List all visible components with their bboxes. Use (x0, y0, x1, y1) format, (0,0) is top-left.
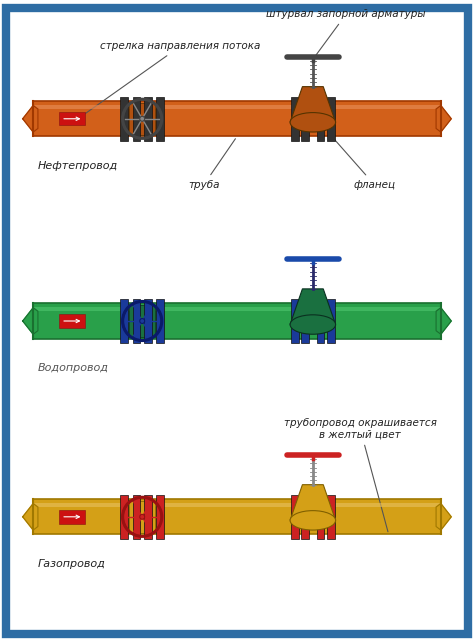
Bar (291, 299, 299, 343)
Polygon shape (436, 308, 451, 334)
Bar (33, 304, 441, 339)
Text: Нефтепровод: Нефтепровод (38, 161, 118, 171)
Bar (129, 305, 155, 337)
Ellipse shape (140, 514, 145, 519)
Text: Газопровод: Газопровод (38, 559, 106, 569)
Bar (33, 101, 441, 137)
Bar (120, 495, 128, 539)
Bar (317, 97, 324, 141)
Polygon shape (290, 485, 336, 520)
Polygon shape (23, 503, 38, 530)
Polygon shape (23, 308, 38, 334)
Ellipse shape (140, 116, 145, 121)
Polygon shape (290, 87, 336, 123)
Bar (317, 299, 324, 343)
Text: труба: труба (188, 139, 236, 190)
Bar (33, 503, 441, 507)
Bar (317, 495, 324, 539)
Bar (59, 112, 85, 125)
Bar (156, 495, 164, 539)
Bar (33, 307, 441, 311)
Bar (33, 131, 441, 137)
Bar (144, 299, 152, 343)
Bar (59, 315, 85, 327)
Bar (33, 105, 441, 109)
Text: Водопровод: Водопровод (38, 363, 109, 373)
Bar (133, 299, 140, 343)
Bar (156, 97, 164, 141)
Bar (33, 499, 441, 534)
Bar (301, 495, 309, 539)
Bar (59, 510, 85, 523)
Bar (327, 495, 335, 539)
Bar (144, 495, 152, 539)
Bar (120, 97, 128, 141)
Ellipse shape (290, 510, 336, 530)
Bar (133, 97, 140, 141)
Text: фланец: фланец (334, 139, 395, 190)
FancyBboxPatch shape (6, 8, 468, 634)
Bar (291, 97, 299, 141)
Bar (120, 299, 128, 343)
Bar (301, 97, 309, 141)
Ellipse shape (140, 318, 145, 324)
Bar (129, 501, 155, 533)
Text: штурвал запорной арматуры: штурвал запорной арматуры (266, 9, 426, 57)
Text: стрелка направления потока: стрелка направления потока (85, 41, 260, 114)
Bar (33, 333, 441, 339)
Bar (301, 299, 309, 343)
Bar (327, 299, 335, 343)
Polygon shape (436, 105, 451, 132)
Bar (156, 299, 164, 343)
Bar (129, 103, 155, 135)
Bar (133, 495, 140, 539)
Polygon shape (23, 105, 38, 132)
Bar (33, 529, 441, 534)
Bar (291, 495, 299, 539)
Polygon shape (436, 503, 451, 530)
Ellipse shape (290, 315, 336, 334)
Bar (327, 97, 335, 141)
Ellipse shape (290, 112, 336, 132)
Polygon shape (290, 289, 336, 325)
Bar (144, 97, 152, 141)
Text: трубопровод окрашивается
в желтый цвет: трубопровод окрашивается в желтый цвет (284, 418, 437, 532)
